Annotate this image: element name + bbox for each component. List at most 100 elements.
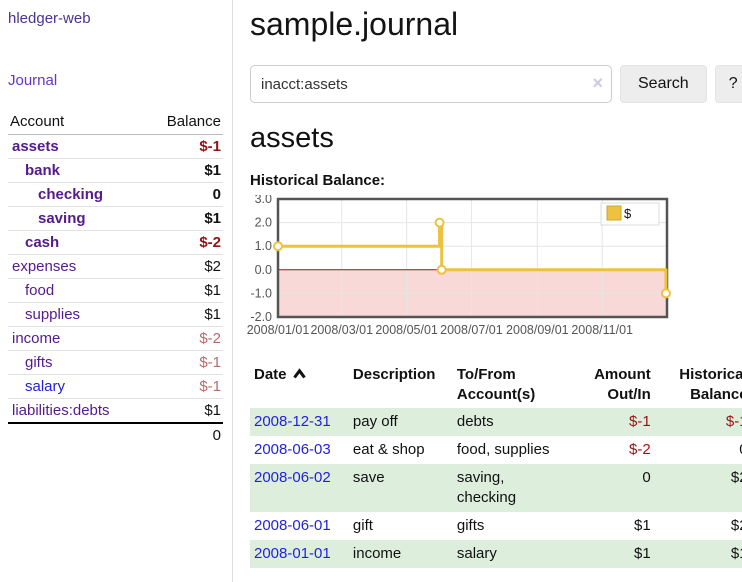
sidebar-item-journal[interactable]: Journal	[8, 72, 58, 89]
date-link[interactable]: 2008-01-01	[254, 545, 331, 562]
balance-cell: $2	[654, 464, 742, 512]
account-balance: 0	[212, 186, 221, 203]
date-link[interactable]: 2008-12-31	[254, 413, 331, 430]
amount-cell: $1	[562, 540, 655, 568]
brand-link[interactable]: hledger-web	[8, 10, 91, 27]
account-link[interactable]: bank	[25, 162, 61, 179]
account-link[interactable]: checking	[38, 186, 104, 203]
account-balance: $1	[204, 210, 221, 227]
account-row: saving $1	[8, 207, 223, 231]
account-row: checking 0	[8, 183, 223, 207]
svg-text:2008/05/01: 2008/05/01	[375, 323, 438, 337]
svg-text:2008/07/01: 2008/07/01	[440, 323, 503, 337]
clear-search-icon[interactable]: ×	[592, 73, 603, 93]
account-link[interactable]: supplies	[25, 306, 81, 323]
date-cell: 2008-06-01	[250, 512, 349, 540]
date-link[interactable]: 2008-06-02	[254, 469, 331, 486]
account-link[interactable]: saving	[38, 210, 86, 227]
svg-text:3.0: 3.0	[255, 195, 272, 206]
description-cell: save	[348, 464, 453, 512]
account-link[interactable]: income	[12, 330, 61, 347]
account-row: income $-2	[8, 327, 223, 351]
page-title: sample.journal	[250, 6, 459, 42]
description-cell: pay off	[348, 408, 453, 436]
account-balance: $-2	[199, 330, 221, 347]
svg-text:1.0: 1.0	[255, 239, 272, 253]
account-link[interactable]: liabilities:debts	[12, 402, 110, 419]
accounts-cell: saving, checking	[452, 464, 563, 512]
account-balance: $-1	[199, 354, 221, 371]
table-row: 2008-06-03 eat & shop food, supplies $-20	[250, 436, 742, 464]
account-balance: $1	[204, 282, 221, 299]
svg-text:$: $	[624, 206, 632, 221]
register-header-row: Date Description To/From Account(s) Amou…	[250, 362, 742, 408]
account-row: salary $-1	[8, 375, 223, 399]
date-link[interactable]: 2008-06-01	[254, 517, 331, 534]
account-link[interactable]: expenses	[12, 258, 77, 275]
account-row: expenses $2	[8, 255, 223, 279]
balance-cell: $2	[730, 517, 742, 534]
accounts-table-header: Account Balance	[8, 110, 223, 135]
svg-text:2008/03/01: 2008/03/01	[310, 323, 373, 337]
account-row: assets $-1	[8, 135, 223, 159]
chart-title: Historical Balance:	[250, 172, 386, 189]
column-header-description: Description	[352, 366, 436, 383]
accounts-total-row: 0	[8, 422, 223, 447]
account-link[interactable]: food	[25, 282, 55, 299]
account-row: supplies $1	[8, 303, 223, 327]
date-link[interactable]: 2008-06-03	[254, 441, 331, 458]
balance-cell: 0	[655, 436, 742, 464]
svg-text:2008/09/01: 2008/09/01	[506, 323, 569, 337]
date-cell: 2008-06-03	[250, 436, 349, 464]
accounts-list: assets $-1 bank $1 checking 0 saving $1 cash $-2 e…	[8, 135, 223, 422]
sort-asc-icon	[292, 368, 306, 379]
account-heading: assets	[250, 122, 334, 154]
account-balance: $1	[204, 162, 221, 179]
account-link[interactable]: salary	[25, 378, 66, 395]
svg-text:2008/11/01: 2008/11/01	[571, 323, 633, 337]
account-row: food $1	[8, 279, 223, 303]
account-balance: $-1	[199, 378, 221, 395]
account-link[interactable]: gifts	[25, 354, 53, 371]
column-header-balance: Balance	[166, 113, 221, 130]
account-row: liabilities:debts $1	[8, 399, 223, 422]
account-row: bank $1	[8, 159, 223, 183]
svg-text:-1.0: -1.0	[250, 286, 272, 300]
date-cell: 2008-06-02	[250, 464, 349, 512]
search-button[interactable]: Search	[620, 65, 707, 103]
amount-cell: 0	[562, 464, 655, 512]
account-balance: $1	[204, 306, 221, 323]
main-content: sample.journal × Search ? assets Histori…	[233, 0, 742, 582]
search-box: ×	[250, 65, 612, 103]
column-header-accounts: To/From Account(s)	[456, 366, 536, 403]
search-bar: × Search ?	[250, 65, 742, 103]
svg-text:0.0: 0.0	[255, 263, 272, 277]
amount-cell: $-2	[629, 441, 651, 458]
sidebar: hledger-web Journal Account Balance asse…	[0, 0, 233, 582]
account-link[interactable]: cash	[25, 234, 60, 251]
date-cell: 2008-01-01	[250, 540, 349, 568]
description-cell: income	[348, 540, 453, 568]
account-row: cash $-2	[8, 231, 223, 255]
column-header-date[interactable]: Date	[250, 362, 349, 408]
account-balance: $1	[204, 402, 221, 419]
description-cell: gift	[352, 517, 373, 534]
account-row: gifts $-1	[8, 351, 223, 375]
account-balance: $2	[204, 258, 221, 275]
column-header-balance: Historical Balance	[679, 366, 742, 403]
accounts-table: Account Balance assets $-1 bank $1 checking 0…	[8, 110, 223, 447]
date-cell: 2008-12-31	[250, 408, 349, 436]
help-button[interactable]: ?	[714, 65, 742, 103]
search-input[interactable]	[250, 65, 612, 103]
amount-cell: $1	[634, 517, 651, 534]
table-row: 2008-06-01 gift gifts $1 $2	[250, 512, 742, 540]
column-header-amount: Amount Out/In	[594, 366, 651, 403]
account-link[interactable]: assets	[12, 138, 59, 155]
accounts-cell: debts	[452, 408, 563, 436]
accounts-total-value: 0	[212, 427, 221, 444]
balance-cell: $-1	[654, 408, 742, 436]
